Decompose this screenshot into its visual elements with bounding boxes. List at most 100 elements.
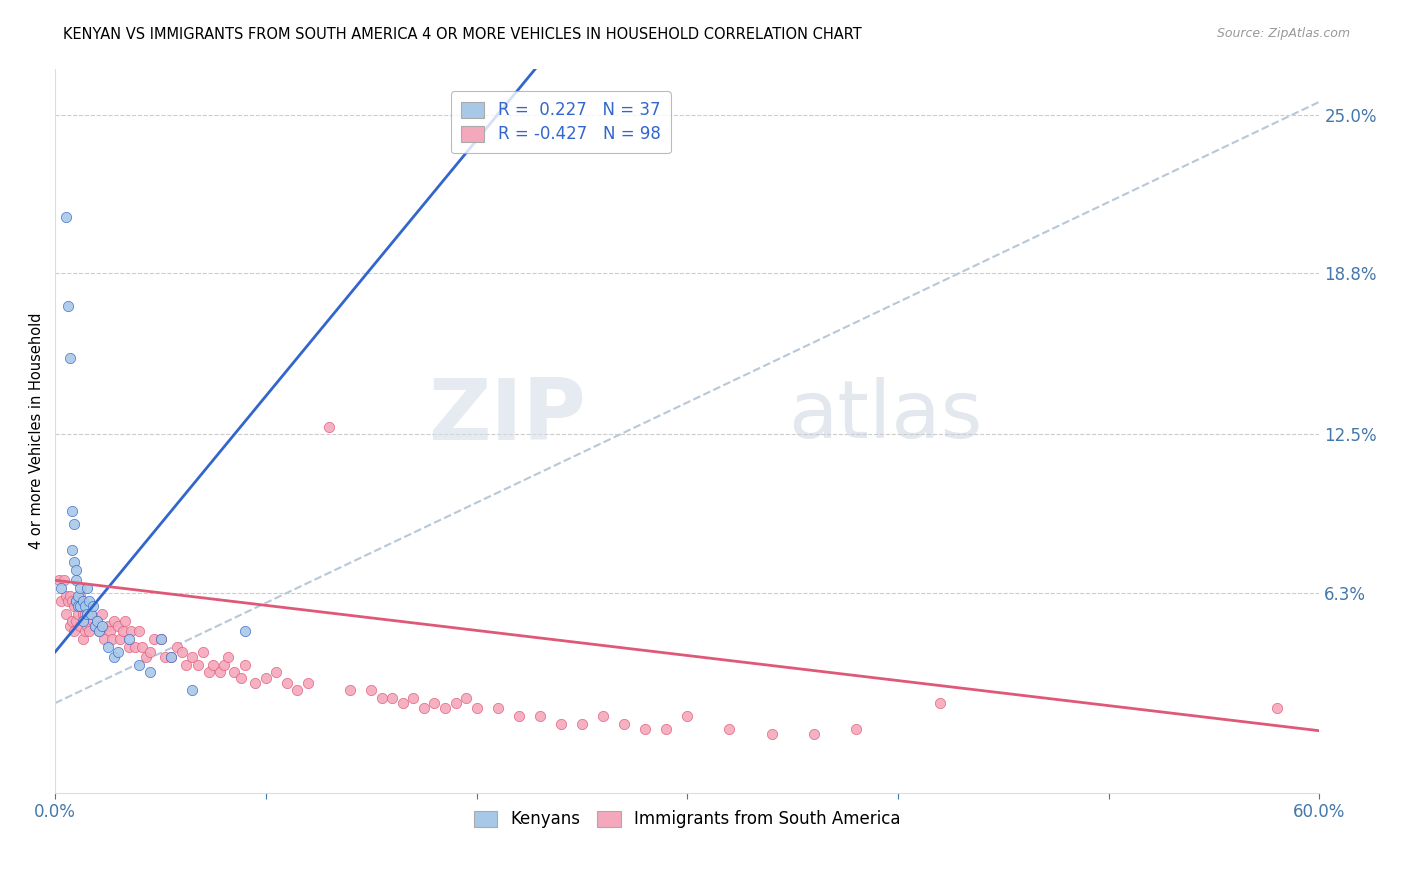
Point bbox=[72, 614, 94, 628]
Point bbox=[65, 593, 87, 607]
Point bbox=[60, 542, 83, 557]
Point bbox=[208, 665, 231, 680]
Point bbox=[229, 671, 252, 685]
Point bbox=[245, 675, 267, 690]
Point bbox=[77, 593, 100, 607]
Point bbox=[128, 657, 150, 672]
Point bbox=[107, 645, 129, 659]
Point bbox=[51, 593, 73, 607]
Text: Source: ZipAtlas.com: Source: ZipAtlas.com bbox=[1216, 27, 1350, 40]
Point bbox=[160, 650, 183, 665]
Point bbox=[67, 589, 90, 603]
Point bbox=[761, 727, 783, 741]
Point bbox=[73, 607, 96, 621]
Point bbox=[149, 632, 172, 647]
Point bbox=[529, 709, 551, 723]
Point bbox=[402, 690, 425, 705]
Point bbox=[65, 574, 87, 588]
Point bbox=[111, 624, 134, 639]
Point bbox=[51, 581, 73, 595]
Point bbox=[339, 683, 361, 698]
Point bbox=[72, 607, 94, 621]
Point bbox=[65, 614, 87, 628]
Point bbox=[97, 619, 120, 633]
Point bbox=[433, 701, 456, 715]
Point bbox=[55, 589, 77, 603]
Point bbox=[84, 619, 107, 633]
Point bbox=[60, 504, 83, 518]
Point bbox=[212, 657, 235, 672]
Point bbox=[718, 722, 741, 736]
Point bbox=[90, 607, 112, 621]
Point bbox=[181, 650, 204, 665]
Point bbox=[118, 640, 141, 654]
Point bbox=[454, 690, 477, 705]
Point bbox=[63, 555, 86, 569]
Point bbox=[59, 351, 82, 365]
Point bbox=[170, 645, 193, 659]
Point bbox=[72, 632, 94, 647]
Point bbox=[233, 657, 256, 672]
Point bbox=[634, 722, 657, 736]
Point bbox=[98, 624, 121, 639]
Point bbox=[297, 675, 319, 690]
Point bbox=[103, 650, 125, 665]
Point bbox=[63, 624, 86, 639]
Point bbox=[82, 599, 104, 613]
Point bbox=[84, 619, 107, 633]
Point bbox=[371, 690, 394, 705]
Point bbox=[97, 640, 120, 654]
Text: ZIP: ZIP bbox=[429, 375, 586, 458]
Point bbox=[276, 675, 298, 690]
Point bbox=[266, 665, 288, 680]
Point bbox=[69, 619, 91, 633]
Point bbox=[166, 640, 188, 654]
Point bbox=[124, 640, 146, 654]
Point bbox=[592, 709, 614, 723]
Point bbox=[160, 650, 183, 665]
Point bbox=[55, 607, 77, 621]
Point bbox=[59, 589, 82, 603]
Point bbox=[550, 716, 572, 731]
Point bbox=[67, 599, 90, 613]
Point bbox=[60, 614, 83, 628]
Point bbox=[676, 709, 699, 723]
Point bbox=[56, 300, 79, 314]
Point bbox=[63, 599, 86, 613]
Point bbox=[59, 619, 82, 633]
Point bbox=[128, 624, 150, 639]
Point bbox=[65, 593, 87, 607]
Point bbox=[107, 619, 129, 633]
Point bbox=[72, 593, 94, 607]
Point bbox=[1265, 701, 1288, 715]
Legend: Kenyans, Immigrants from South America: Kenyans, Immigrants from South America bbox=[467, 804, 907, 835]
Point bbox=[80, 607, 103, 621]
Point bbox=[65, 563, 87, 577]
Point bbox=[143, 632, 166, 647]
Point bbox=[93, 632, 115, 647]
Text: KENYAN VS IMMIGRANTS FROM SOUTH AMERICA 4 OR MORE VEHICLES IN HOUSEHOLD CORRELAT: KENYAN VS IMMIGRANTS FROM SOUTH AMERICA … bbox=[63, 27, 862, 42]
Point bbox=[86, 614, 108, 628]
Point bbox=[139, 645, 162, 659]
Point bbox=[174, 657, 197, 672]
Y-axis label: 4 or more Vehicles in Household: 4 or more Vehicles in Household bbox=[30, 312, 44, 549]
Point bbox=[191, 645, 214, 659]
Point bbox=[254, 671, 277, 685]
Point bbox=[67, 607, 90, 621]
Point bbox=[845, 722, 868, 736]
Point bbox=[86, 614, 108, 628]
Point bbox=[101, 632, 124, 647]
Point bbox=[76, 619, 98, 633]
Point bbox=[69, 589, 91, 603]
Point bbox=[56, 593, 79, 607]
Point bbox=[655, 722, 678, 736]
Point bbox=[149, 632, 172, 647]
Point bbox=[287, 683, 309, 698]
Point bbox=[73, 599, 96, 613]
Point bbox=[187, 657, 209, 672]
Point bbox=[110, 632, 132, 647]
Point bbox=[202, 657, 225, 672]
Point bbox=[465, 701, 488, 715]
Point bbox=[360, 683, 382, 698]
Point bbox=[63, 516, 86, 531]
